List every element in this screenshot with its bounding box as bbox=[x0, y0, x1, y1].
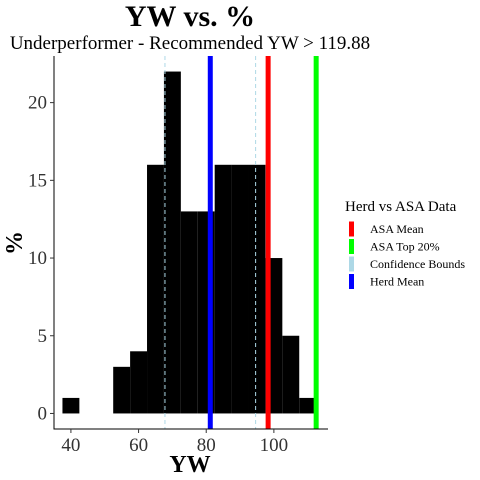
histogram-bar-3 bbox=[113, 366, 131, 414]
legend-swatch bbox=[349, 274, 354, 289]
legend-items: ASA Mean ASA Top 20% Confidence Bounds Herd… bbox=[349, 221, 465, 289]
histogram-bar-6 bbox=[163, 71, 181, 414]
histogram-bar-13 bbox=[282, 335, 300, 414]
histogram-bar-5 bbox=[147, 164, 164, 414]
legend-swatch bbox=[349, 256, 354, 272]
y-axis-title: % bbox=[2, 231, 28, 255]
chart-subtitle: Underperformer - Recommended YW > 119.88 bbox=[10, 33, 370, 54]
legend-swatch bbox=[349, 239, 354, 254]
y-tick-label: 20 bbox=[28, 93, 47, 114]
x-tick-label: 80 bbox=[197, 435, 216, 456]
histogram-bar-9 bbox=[214, 164, 232, 414]
histogram-bar-0 bbox=[62, 397, 80, 414]
y-tick-label: 10 bbox=[28, 248, 47, 269]
y-axis-ticks: 0 5 10 15 20 bbox=[28, 93, 54, 424]
histogram-bar-10 bbox=[231, 164, 249, 414]
x-axis-title: YW bbox=[169, 452, 210, 478]
legend-label: ASA Mean bbox=[370, 222, 424, 236]
x-tick-label: 60 bbox=[129, 435, 148, 456]
y-tick-label: 5 bbox=[38, 326, 48, 347]
legend-label: Confidence Bounds bbox=[370, 257, 465, 271]
legend-swatch bbox=[349, 221, 354, 237]
x-tick-label: 100 bbox=[260, 435, 289, 456]
histogram-bar-7 bbox=[180, 211, 198, 414]
axes bbox=[53, 56, 328, 430]
reference-lines bbox=[164, 56, 319, 429]
histogram-bar-11 bbox=[248, 164, 266, 414]
legend: Herd vs ASA Data ASA Mean ASA Top 20% Conf… bbox=[345, 199, 465, 289]
histogram-bar-14 bbox=[299, 397, 317, 414]
legend-label: Herd Mean bbox=[370, 275, 424, 289]
y-tick-label: 15 bbox=[28, 170, 47, 191]
legend-title: Herd vs ASA Data bbox=[345, 199, 457, 215]
histogram-bars bbox=[62, 71, 317, 414]
histogram-bar-4 bbox=[130, 351, 148, 414]
x-axis-ticks: 40 60 80 100 bbox=[61, 429, 288, 456]
y-tick-label: 0 bbox=[38, 403, 48, 424]
legend-label: ASA Top 20% bbox=[370, 240, 440, 254]
chart-title: YW vs. % bbox=[125, 0, 255, 33]
x-tick-label: 40 bbox=[61, 435, 80, 456]
